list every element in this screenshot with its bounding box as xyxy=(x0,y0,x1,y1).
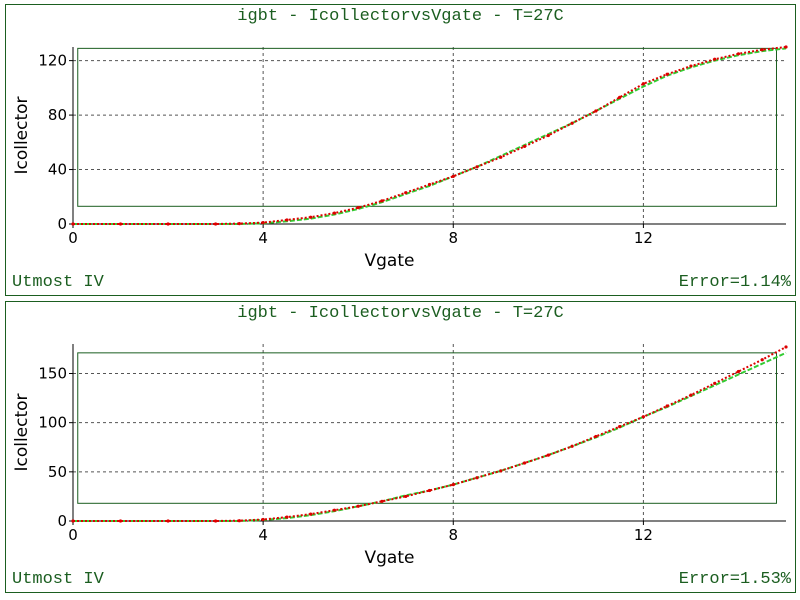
y-tick-label: 0 xyxy=(57,215,67,233)
data-point xyxy=(285,515,289,519)
data-point xyxy=(736,52,741,56)
data-point xyxy=(713,381,717,385)
chart-panel-2: igbt - IcollectorvsVgate - T=27C 0 4 8 12 0 5… xyxy=(5,301,796,593)
x-tick-label: 4 xyxy=(258,229,268,247)
data-point xyxy=(309,215,313,219)
data-point xyxy=(499,155,503,159)
data-point xyxy=(451,483,455,487)
x-tick-label: 12 xyxy=(634,229,653,247)
measured-series-line xyxy=(73,351,787,522)
data-point xyxy=(736,369,741,374)
x-tick-label: 4 xyxy=(258,526,268,544)
chart-title: igbt - IcollectorvsVgate - T=27C xyxy=(237,7,564,26)
data-point xyxy=(380,499,384,503)
data-point xyxy=(594,109,598,113)
y-axis-label: Icollector xyxy=(12,96,32,174)
data-point xyxy=(618,95,622,99)
footer-error-label: Error=1.14% xyxy=(678,273,791,292)
data-point xyxy=(237,519,241,523)
x-tick-label: 8 xyxy=(448,229,458,247)
data-point xyxy=(118,519,123,523)
data-point xyxy=(404,191,408,195)
data-point xyxy=(570,121,574,125)
data-point xyxy=(475,476,479,480)
y-tick-label: 50 xyxy=(48,463,67,481)
simulated-series-line xyxy=(73,46,787,225)
data-point xyxy=(285,218,289,222)
data-point xyxy=(665,404,669,408)
data-point xyxy=(689,393,693,397)
data-point xyxy=(641,82,646,86)
fit-window-box xyxy=(77,47,777,207)
data-point xyxy=(546,453,550,457)
data-point xyxy=(261,221,265,225)
fit-window-box xyxy=(77,352,777,504)
y-tick-label: 120 xyxy=(38,52,67,70)
data-point xyxy=(380,199,384,203)
data-point xyxy=(784,345,788,349)
data-point xyxy=(760,48,764,52)
y-tick-label: 0 xyxy=(57,512,67,530)
x-tick-label: 8 xyxy=(448,526,458,544)
data-point xyxy=(499,469,503,473)
data-point xyxy=(237,221,241,226)
data-point xyxy=(166,519,170,523)
y-tick-label: 40 xyxy=(48,161,67,179)
data-point xyxy=(713,57,717,61)
x-tick-label: 12 xyxy=(634,526,653,544)
data-point xyxy=(71,222,75,226)
data-point xyxy=(214,519,218,523)
data-point xyxy=(618,425,622,429)
data-point xyxy=(570,444,574,448)
data-point xyxy=(166,222,170,226)
data-point xyxy=(475,165,479,169)
y-axis-label: Icollector xyxy=(12,393,32,471)
data-point xyxy=(522,144,527,148)
data-point xyxy=(522,461,527,465)
data-point xyxy=(451,174,455,178)
data-point xyxy=(665,72,669,76)
data-point xyxy=(427,182,432,187)
data-point xyxy=(641,415,646,419)
data-point xyxy=(214,222,218,226)
footer-tool-label: Utmost IV xyxy=(12,570,104,589)
data-point xyxy=(427,488,432,493)
footer-error-label: Error=1.53% xyxy=(678,570,791,589)
footer-tool-label: Utmost IV xyxy=(12,273,104,292)
y-tick-label: 150 xyxy=(38,365,67,383)
data-point xyxy=(309,512,313,516)
data-point xyxy=(261,517,265,522)
data-point xyxy=(356,504,360,508)
x-axis-label: Vgate xyxy=(365,548,415,568)
x-tick-label: 0 xyxy=(68,526,78,544)
data-point xyxy=(784,45,788,49)
data-point xyxy=(760,358,764,362)
y-tick-label: 100 xyxy=(38,414,67,432)
data-point xyxy=(118,222,123,226)
x-axis-label: Vgate xyxy=(365,251,415,271)
data-point xyxy=(332,211,337,215)
y-tick-label: 80 xyxy=(48,106,67,124)
data-point xyxy=(594,434,598,439)
chart-panel-1: igbt - IcollectorvsVgate - T=27C 0 4 8 12 0 4… xyxy=(5,4,796,296)
data-point xyxy=(332,508,337,512)
data-point xyxy=(689,64,693,68)
data-point xyxy=(404,494,408,499)
x-tick-label: 0 xyxy=(68,229,78,247)
data-point xyxy=(71,519,75,523)
data-point xyxy=(546,133,550,138)
chart-plot-2: 0 4 8 12 0 50 100 150 Vgate Icollector xyxy=(12,344,788,568)
measured-series-line xyxy=(73,47,787,225)
data-point xyxy=(356,206,360,210)
chart-title: igbt - IcollectorvsVgate - T=27C xyxy=(237,304,564,323)
simulated-series-line xyxy=(73,346,787,522)
